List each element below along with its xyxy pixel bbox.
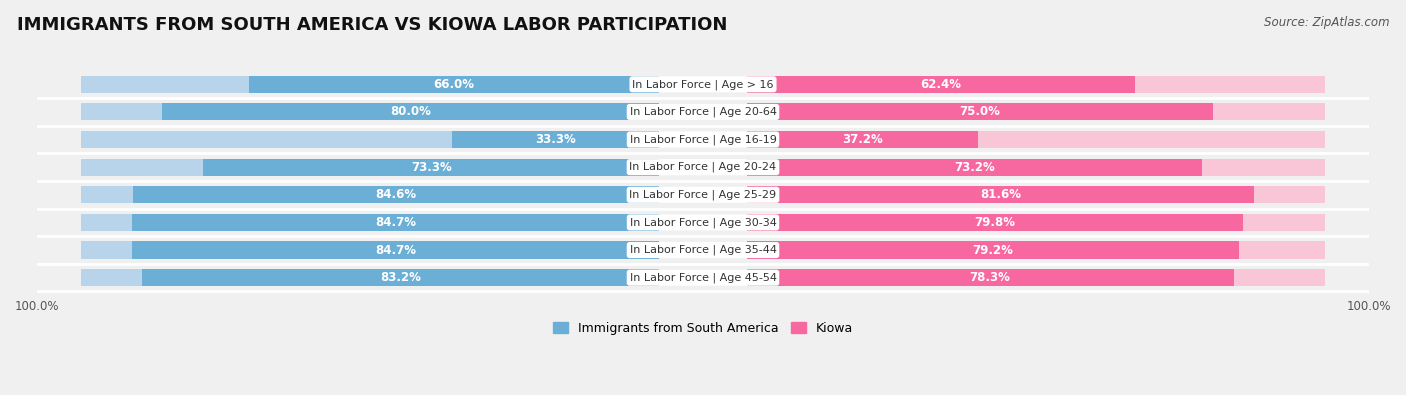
Legend: Immigrants from South America, Kiowa: Immigrants from South America, Kiowa [548,317,858,340]
Bar [747,131,1326,148]
Bar [80,214,659,231]
Text: In Labor Force | Age 25-29: In Labor Force | Age 25-29 [630,190,776,200]
Text: 37.2%: 37.2% [842,133,883,146]
Text: 81.6%: 81.6% [980,188,1021,201]
Text: In Labor Force | Age 20-64: In Labor Force | Age 20-64 [630,107,776,117]
Bar [747,186,1326,203]
Text: 62.4%: 62.4% [920,78,962,91]
Text: In Labor Force | Age > 16: In Labor Force | Age > 16 [633,79,773,90]
Bar [747,131,979,148]
Text: In Labor Force | Age 30-34: In Labor Force | Age 30-34 [630,217,776,228]
Bar [80,159,659,176]
Bar [162,103,659,120]
Text: 73.3%: 73.3% [411,161,451,174]
Text: 79.8%: 79.8% [974,216,1015,229]
Text: 33.3%: 33.3% [536,133,576,146]
Bar [249,76,659,93]
Text: In Labor Force | Age 45-54: In Labor Force | Age 45-54 [630,273,776,283]
Bar [132,214,659,231]
Bar [747,76,1135,93]
Bar [80,241,659,259]
Bar [747,159,1202,176]
Text: 75.0%: 75.0% [959,105,1000,118]
Bar [747,241,1239,259]
Bar [204,159,659,176]
Text: 80.0%: 80.0% [389,105,432,118]
Text: 84.6%: 84.6% [375,188,416,201]
Bar [453,131,659,148]
Bar [747,76,1326,93]
Text: 73.2%: 73.2% [953,161,994,174]
Text: IMMIGRANTS FROM SOUTH AMERICA VS KIOWA LABOR PARTICIPATION: IMMIGRANTS FROM SOUTH AMERICA VS KIOWA L… [17,16,727,34]
Text: In Labor Force | Age 16-19: In Labor Force | Age 16-19 [630,134,776,145]
Bar [80,269,659,286]
Bar [747,159,1326,176]
Bar [747,269,1326,286]
Text: 84.7%: 84.7% [375,244,416,257]
Text: 66.0%: 66.0% [433,78,475,91]
Text: 84.7%: 84.7% [375,216,416,229]
Bar [80,103,659,120]
Bar [747,214,1243,231]
Bar [80,186,659,203]
Bar [747,241,1326,259]
Bar [747,269,1233,286]
Bar [747,214,1326,231]
Bar [747,186,1254,203]
Bar [747,103,1213,120]
Text: 78.3%: 78.3% [970,271,1011,284]
Text: 83.2%: 83.2% [380,271,420,284]
Bar [747,103,1326,120]
Bar [142,269,659,286]
Text: 79.2%: 79.2% [973,244,1014,257]
Bar [80,131,659,148]
Text: In Labor Force | Age 20-24: In Labor Force | Age 20-24 [630,162,776,173]
Bar [134,186,659,203]
Text: In Labor Force | Age 35-44: In Labor Force | Age 35-44 [630,245,776,255]
Bar [132,241,659,259]
Bar [80,76,659,93]
Text: Source: ZipAtlas.com: Source: ZipAtlas.com [1264,16,1389,29]
